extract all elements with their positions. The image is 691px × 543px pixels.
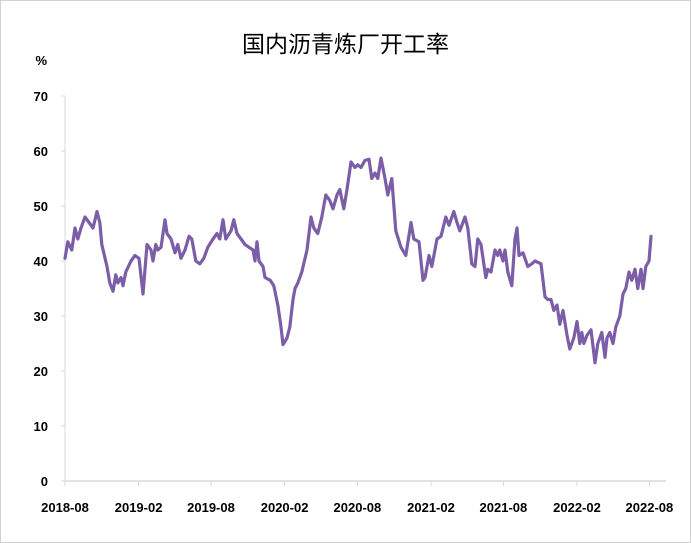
- y-tick-label: 40: [34, 254, 48, 269]
- y-axis-unit-label: %: [35, 53, 47, 68]
- x-tick-label: 2021-08: [480, 500, 528, 515]
- x-tick-label: 2022-08: [626, 500, 674, 515]
- y-tick-label: 70: [34, 89, 48, 104]
- y-ticks: 0 10 20 30 40 50 60 70: [34, 89, 65, 489]
- y-tick-label: 50: [34, 199, 48, 214]
- x-tick-label: 2020-02: [261, 500, 309, 515]
- x-tick-label: 2019-08: [187, 500, 235, 515]
- x-tick-label: 2020-08: [334, 500, 382, 515]
- series-line: [63, 156, 653, 365]
- x-tick-label: 2021-02: [407, 500, 455, 515]
- x-tick-label: 2022-02: [553, 500, 601, 515]
- chart-title: 国内沥青炼厂开工率: [242, 32, 449, 58]
- x-ticks: 2018-08 2019-02 2019-08 2020-02 2020-08 2021-…: [41, 481, 673, 515]
- x-tick-label: 2019-02: [115, 500, 163, 515]
- y-tick-label: 20: [34, 364, 48, 379]
- y-tick-label: 10: [34, 419, 48, 434]
- y-tick-label: 0: [41, 474, 48, 489]
- y-tick-label: 30: [34, 309, 48, 324]
- x-tick-label: 2018-08: [41, 500, 89, 515]
- y-tick-label: 60: [34, 144, 48, 159]
